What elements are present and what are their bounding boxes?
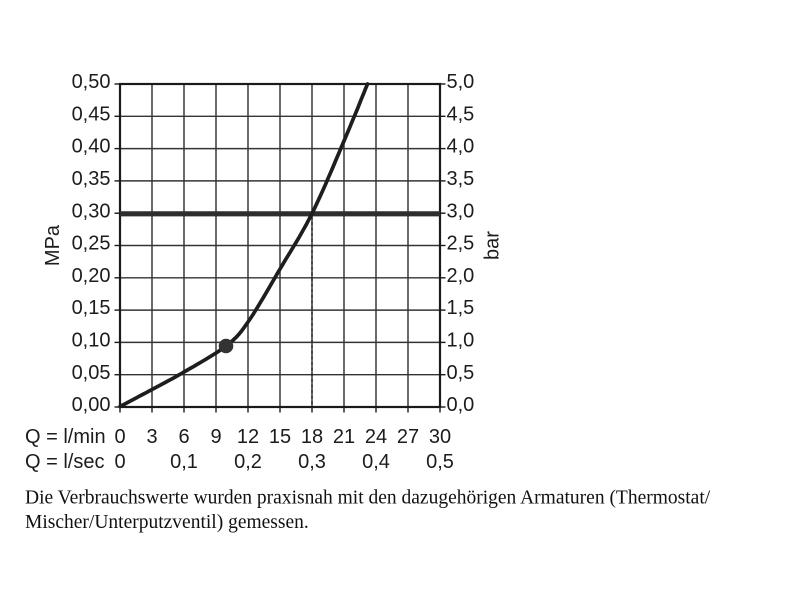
svg-text:5,0: 5,0 bbox=[447, 71, 475, 93]
svg-text:3,5: 3,5 bbox=[447, 168, 475, 190]
svg-text:Die Verbrauchswerte wurden pra: Die Verbrauchswerte wurden praxisnah mit… bbox=[25, 488, 711, 509]
svg-text:0,20: 0,20 bbox=[72, 265, 111, 287]
svg-text:0,00: 0,00 bbox=[72, 394, 111, 416]
svg-text:27: 27 bbox=[397, 426, 419, 448]
svg-text:0,5: 0,5 bbox=[447, 362, 475, 384]
svg-text:0,05: 0,05 bbox=[72, 362, 111, 384]
svg-text:6: 6 bbox=[178, 426, 189, 448]
svg-text:3,0: 3,0 bbox=[447, 200, 475, 222]
svg-text:15: 15 bbox=[269, 426, 291, 448]
svg-text:2,5: 2,5 bbox=[447, 233, 475, 255]
svg-text:21: 21 bbox=[333, 426, 355, 448]
svg-text:0,2: 0,2 bbox=[234, 451, 262, 473]
svg-text:0,3: 0,3 bbox=[298, 451, 326, 473]
svg-text:bar: bar bbox=[482, 231, 504, 260]
svg-text:0,40: 0,40 bbox=[72, 136, 111, 158]
svg-text:1,5: 1,5 bbox=[447, 297, 475, 319]
svg-text:9: 9 bbox=[210, 426, 221, 448]
svg-text:MPa: MPa bbox=[42, 224, 64, 266]
svg-text:3: 3 bbox=[146, 426, 157, 448]
svg-text:0,0: 0,0 bbox=[447, 394, 475, 416]
svg-text:0,30: 0,30 bbox=[72, 200, 111, 222]
svg-text:0: 0 bbox=[114, 451, 125, 473]
svg-text:0,15: 0,15 bbox=[72, 297, 111, 319]
svg-text:0,4: 0,4 bbox=[362, 451, 390, 473]
svg-text:2,0: 2,0 bbox=[447, 265, 475, 287]
svg-text:30: 30 bbox=[429, 426, 451, 448]
svg-text:0,1: 0,1 bbox=[170, 451, 198, 473]
svg-text:0,35: 0,35 bbox=[72, 168, 111, 190]
svg-text:0,45: 0,45 bbox=[72, 103, 111, 125]
svg-text:4,5: 4,5 bbox=[447, 103, 475, 125]
svg-text:0,10: 0,10 bbox=[72, 330, 111, 352]
svg-text:0: 0 bbox=[114, 426, 125, 448]
svg-text:18: 18 bbox=[301, 426, 323, 448]
svg-text:Q = l/sec: Q = l/sec bbox=[25, 451, 104, 473]
svg-text:Mischer/Unterputzventil) gemes: Mischer/Unterputzventil) gemessen. bbox=[25, 512, 309, 533]
svg-text:0,25: 0,25 bbox=[72, 233, 111, 255]
svg-text:12: 12 bbox=[237, 426, 259, 448]
svg-text:4,0: 4,0 bbox=[447, 136, 475, 158]
svg-text:24: 24 bbox=[365, 426, 387, 448]
svg-text:0,5: 0,5 bbox=[426, 451, 454, 473]
svg-text:Q = l/min: Q = l/min bbox=[25, 426, 106, 448]
svg-text:0,50: 0,50 bbox=[72, 71, 111, 93]
svg-text:1,0: 1,0 bbox=[447, 330, 475, 352]
